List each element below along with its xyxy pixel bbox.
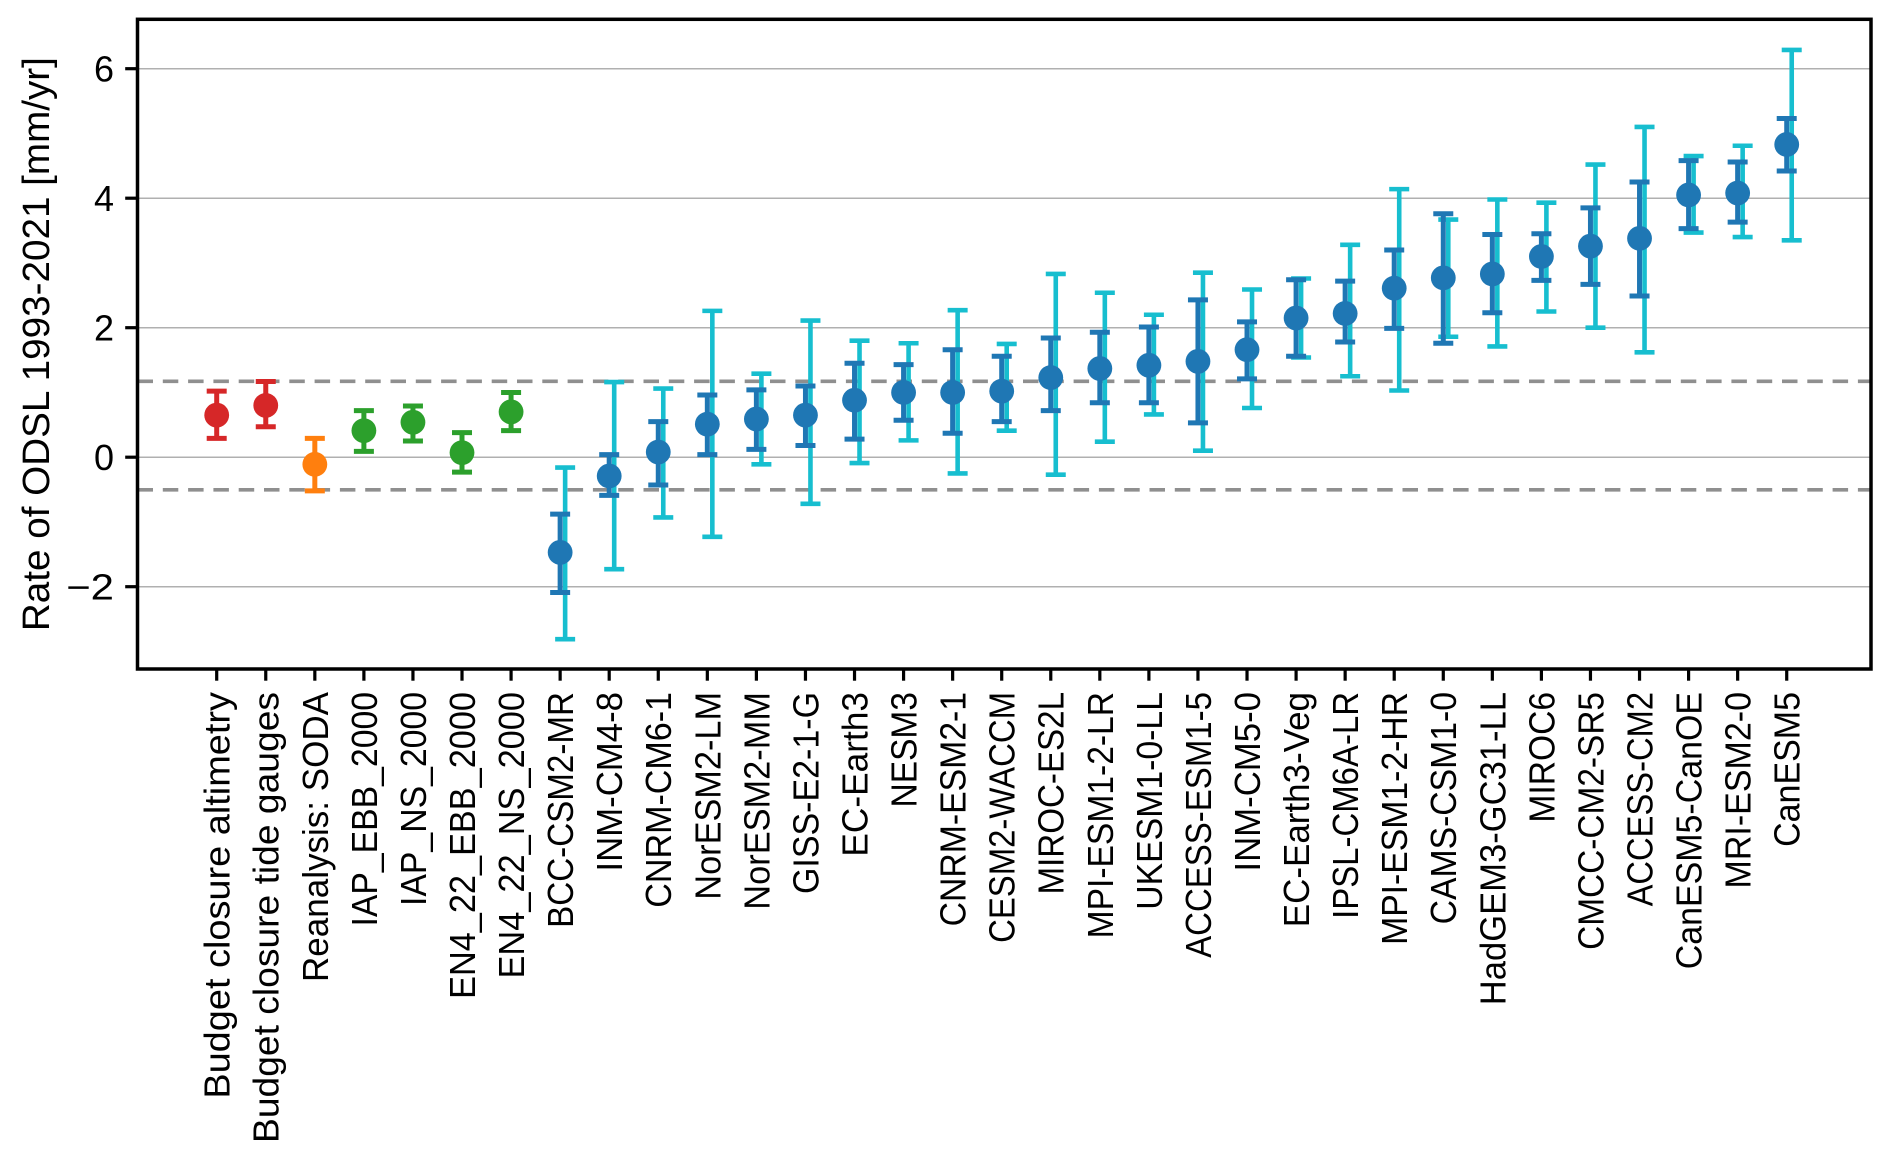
svg-text:MIROC6: MIROC6 xyxy=(1521,692,1562,823)
svg-text:NorESM2-LM: NorESM2-LM xyxy=(687,692,728,900)
svg-text:6: 6 xyxy=(94,48,114,89)
svg-text:EC-Earth3-Veg: EC-Earth3-Veg xyxy=(1276,692,1317,927)
svg-text:INM-CM4-8: INM-CM4-8 xyxy=(589,692,630,872)
svg-text:Budget closure altimetry: Budget closure altimetry xyxy=(197,692,238,1099)
svg-text:MPI-ESM1-2-HR: MPI-ESM1-2-HR xyxy=(1374,692,1415,945)
svg-text:Reanalysis: SODA: Reanalysis: SODA xyxy=(295,692,336,982)
svg-text:NorESM2-MM: NorESM2-MM xyxy=(736,692,777,910)
svg-text:BCC-CSM2-MR: BCC-CSM2-MR xyxy=(540,692,581,928)
svg-text:UKESM1-0-LL: UKESM1-0-LL xyxy=(1129,692,1170,910)
svg-text:HadGEM3-GC31-LL: HadGEM3-GC31-LL xyxy=(1472,692,1513,1005)
svg-text:2: 2 xyxy=(94,307,114,348)
svg-text:4: 4 xyxy=(94,178,114,219)
svg-text:CNRM-ESM2-1: CNRM-ESM2-1 xyxy=(933,692,974,926)
svg-text:IAP_NS_2000: IAP_NS_2000 xyxy=(393,692,434,906)
svg-text:MIROC-ES2L: MIROC-ES2L xyxy=(1031,692,1072,895)
svg-text:EN4_22_NS_2000: EN4_22_NS_2000 xyxy=(491,692,532,979)
svg-text:CanESM5: CanESM5 xyxy=(1767,692,1808,847)
svg-text:EN4_22_EBB_2000: EN4_22_EBB_2000 xyxy=(442,692,483,999)
svg-text:IAP_EBB_2000: IAP_EBB_2000 xyxy=(344,692,385,927)
svg-text:EC-Earth3: EC-Earth3 xyxy=(834,692,875,857)
svg-text:CNRM-CM6-1: CNRM-CM6-1 xyxy=(638,692,679,908)
svg-text:INM-CM5-0: INM-CM5-0 xyxy=(1227,692,1268,872)
svg-text:Rate of ODSL 1993-2021 [mm/yr]: Rate of ODSL 1993-2021 [mm/yr] xyxy=(16,57,58,631)
svg-text:−2: −2 xyxy=(66,566,114,607)
svg-text:IPSL-CM6A-LR: IPSL-CM6A-LR xyxy=(1325,692,1366,919)
svg-text:CAMS-CSM1-0: CAMS-CSM1-0 xyxy=(1423,692,1464,924)
svg-text:GISS-E2-1-G: GISS-E2-1-G xyxy=(785,692,826,894)
svg-text:ACCESS-ESM1-5: ACCESS-ESM1-5 xyxy=(1178,692,1219,958)
svg-text:CanESM5-CanOE: CanESM5-CanOE xyxy=(1669,692,1710,969)
svg-text:Budget closure tide gauges: Budget closure tide gauges xyxy=(246,692,287,1143)
svg-text:CESM2-WACCM: CESM2-WACCM xyxy=(982,692,1023,943)
svg-text:MRI-ESM2-0: MRI-ESM2-0 xyxy=(1718,692,1759,889)
svg-text:MPI-ESM1-2-LR: MPI-ESM1-2-LR xyxy=(1080,692,1121,938)
svg-text:CMCC-CM2-SR5: CMCC-CM2-SR5 xyxy=(1570,692,1611,950)
svg-text:0: 0 xyxy=(94,437,114,478)
svg-text:NESM3: NESM3 xyxy=(884,692,925,808)
svg-text:ACCESS-CM2: ACCESS-CM2 xyxy=(1619,692,1660,906)
